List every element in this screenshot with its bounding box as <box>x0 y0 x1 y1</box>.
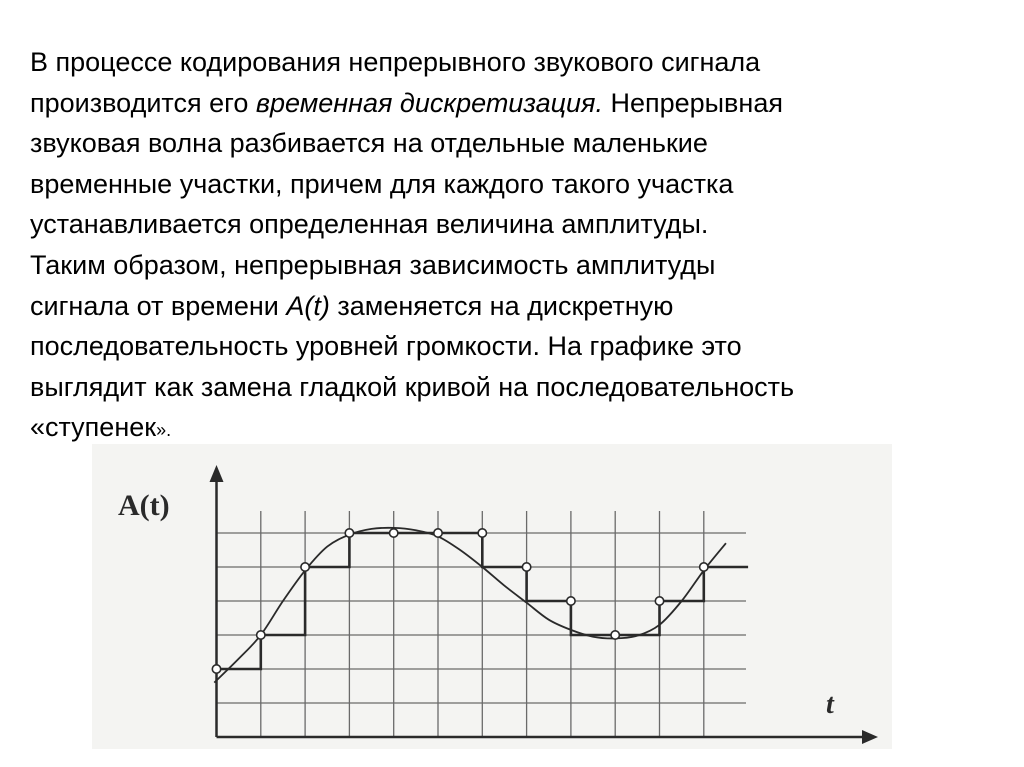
step-function <box>216 531 749 671</box>
sample-point <box>255 629 266 640</box>
sample-point <box>388 527 399 538</box>
text-line: временные участки, причем для каждого та… <box>30 164 794 205</box>
text-line: «ступенек». <box>30 407 794 451</box>
text-line: В процессе кодирования непрерывного звук… <box>30 42 794 83</box>
text-segment: ». <box>156 420 172 441</box>
text-line: выглядит как замена гладкой кривой на по… <box>30 367 794 408</box>
axes <box>209 465 878 744</box>
scanned-figure-background <box>92 444 892 749</box>
sample-points <box>211 527 709 674</box>
sample-point <box>610 629 621 640</box>
sample-point <box>211 663 222 674</box>
x-axis-label: t <box>826 689 835 720</box>
y-axis-label: A(t) <box>118 489 170 522</box>
italic-term: временная дискретизация. <box>255 87 603 118</box>
text-segment: устанавливается определенная величина ам… <box>30 209 709 240</box>
x-axis-arrow <box>862 730 878 744</box>
text-segment: Таким образом, непрерывная зависимость а… <box>30 249 716 280</box>
text-line: последовательность уровней громкости. На… <box>30 326 794 367</box>
sample-point <box>477 527 488 538</box>
text-line: Таким образом, непрерывная зависимость а… <box>30 245 794 286</box>
text-segment: звуковая волна разбивается на отдельные … <box>30 128 708 159</box>
text-segment: сигнала от времени <box>30 290 287 321</box>
text-segment: Непрерывная <box>602 87 783 118</box>
text-segment: последовательность уровней громкости. На… <box>30 331 742 362</box>
slide-paragraph: В процессе кодирования непрерывного звук… <box>30 42 794 451</box>
text-line: звуковая волна разбивается на отдельные … <box>30 123 794 164</box>
italic-term: A(t) <box>286 290 330 321</box>
sample-point <box>521 561 532 572</box>
text-segment: производится его <box>30 87 256 118</box>
text-segment: заменяется на дискретную <box>329 290 674 321</box>
text-segment: выглядит как замена гладкой кривой на по… <box>30 371 795 402</box>
sample-point <box>300 561 311 572</box>
sample-point <box>565 595 576 606</box>
text-segment: временные участки, причем для каждого та… <box>30 168 734 199</box>
sample-point <box>654 595 665 606</box>
text-segment: В процессе кодирования непрерывного звук… <box>30 47 761 77</box>
sample-point <box>344 527 355 538</box>
step-line <box>216 531 749 671</box>
sample-point <box>698 561 709 572</box>
sample-point <box>432 527 443 538</box>
text-segment: «ступенек <box>30 412 157 443</box>
y-axis-arrow <box>209 465 224 482</box>
text-line: устанавливается определенная величина ам… <box>30 204 794 245</box>
text-line: сигнала от времени A(t) заменяется на ди… <box>30 286 794 327</box>
curve-line <box>213 526 727 684</box>
text-line: производится его временная дискретизация… <box>30 83 794 124</box>
continuous-curve <box>213 526 727 684</box>
